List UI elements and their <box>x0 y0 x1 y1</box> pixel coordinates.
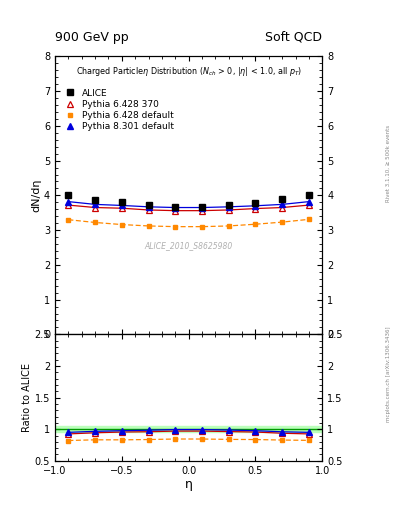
Pythia 8.301 default <box>146 204 151 210</box>
Y-axis label: dN/dη: dN/dη <box>31 179 41 212</box>
ALICE <box>280 196 285 202</box>
Pythia 8.301 default <box>253 203 258 209</box>
Pythia 6.428 default <box>253 221 258 227</box>
Line: Pythia 6.428 370: Pythia 6.428 370 <box>65 202 312 214</box>
Pythia 8.301 default <box>119 202 124 208</box>
Pythia 6.428 370 <box>253 205 258 211</box>
ALICE <box>307 191 311 198</box>
Text: mcplots.cern.ch [arXiv:1306.3436]: mcplots.cern.ch [arXiv:1306.3436] <box>386 326 391 421</box>
Pythia 6.428 370 <box>119 205 124 211</box>
ALICE <box>253 200 258 206</box>
Text: 900 GeV pp: 900 GeV pp <box>55 31 129 44</box>
Pythia 8.301 default <box>93 201 97 207</box>
Pythia 6.428 370 <box>173 207 178 214</box>
Pythia 6.428 default <box>280 219 285 225</box>
ALICE <box>226 202 231 208</box>
ALICE <box>119 199 124 205</box>
Line: ALICE: ALICE <box>65 191 312 210</box>
Line: Pythia 6.428 default: Pythia 6.428 default <box>66 217 311 229</box>
Text: Charged Particle$\mathit{\eta}$ Distribution ($N_{ch}$ > 0, |$\mathit{\eta}$| < : Charged Particle$\mathit{\eta}$ Distribu… <box>75 65 302 78</box>
Pythia 6.428 default <box>119 222 124 228</box>
X-axis label: η: η <box>185 478 193 492</box>
Bar <box>55 426 322 432</box>
Pythia 6.428 370 <box>200 207 204 214</box>
Pythia 8.301 default <box>173 204 178 210</box>
Pythia 6.428 default <box>173 224 178 230</box>
Pythia 6.428 default <box>200 224 204 230</box>
ALICE <box>66 191 71 198</box>
Pythia 8.301 default <box>280 201 285 207</box>
Y-axis label: Ratio to ALICE: Ratio to ALICE <box>22 363 32 432</box>
Pythia 8.301 default <box>66 199 71 205</box>
ALICE <box>200 204 204 210</box>
Text: ALICE_2010_S8625980: ALICE_2010_S8625980 <box>145 241 233 250</box>
ALICE <box>146 202 151 208</box>
Line: Pythia 8.301 default: Pythia 8.301 default <box>65 199 312 210</box>
Pythia 6.428 370 <box>146 207 151 213</box>
Pythia 6.428 default <box>93 220 97 226</box>
Pythia 6.428 370 <box>93 204 97 210</box>
ALICE <box>173 204 178 210</box>
Pythia 6.428 default <box>146 223 151 229</box>
Pythia 6.428 370 <box>307 202 311 208</box>
Pythia 6.428 default <box>66 217 71 223</box>
Pythia 6.428 370 <box>66 202 71 208</box>
Pythia 6.428 default <box>226 223 231 229</box>
Pythia 6.428 default <box>307 216 311 222</box>
Pythia 6.428 370 <box>280 204 285 210</box>
Pythia 8.301 default <box>307 199 311 205</box>
Text: Soft QCD: Soft QCD <box>265 31 322 44</box>
Pythia 8.301 default <box>200 204 204 210</box>
ALICE <box>93 197 97 203</box>
Legend: ALICE, Pythia 6.428 370, Pythia 6.428 default, Pythia 8.301 default: ALICE, Pythia 6.428 370, Pythia 6.428 de… <box>62 89 174 132</box>
Pythia 8.301 default <box>226 204 231 210</box>
Pythia 6.428 370 <box>226 207 231 213</box>
Text: Rivet 3.1.10, ≥ 500k events: Rivet 3.1.10, ≥ 500k events <box>386 125 391 202</box>
